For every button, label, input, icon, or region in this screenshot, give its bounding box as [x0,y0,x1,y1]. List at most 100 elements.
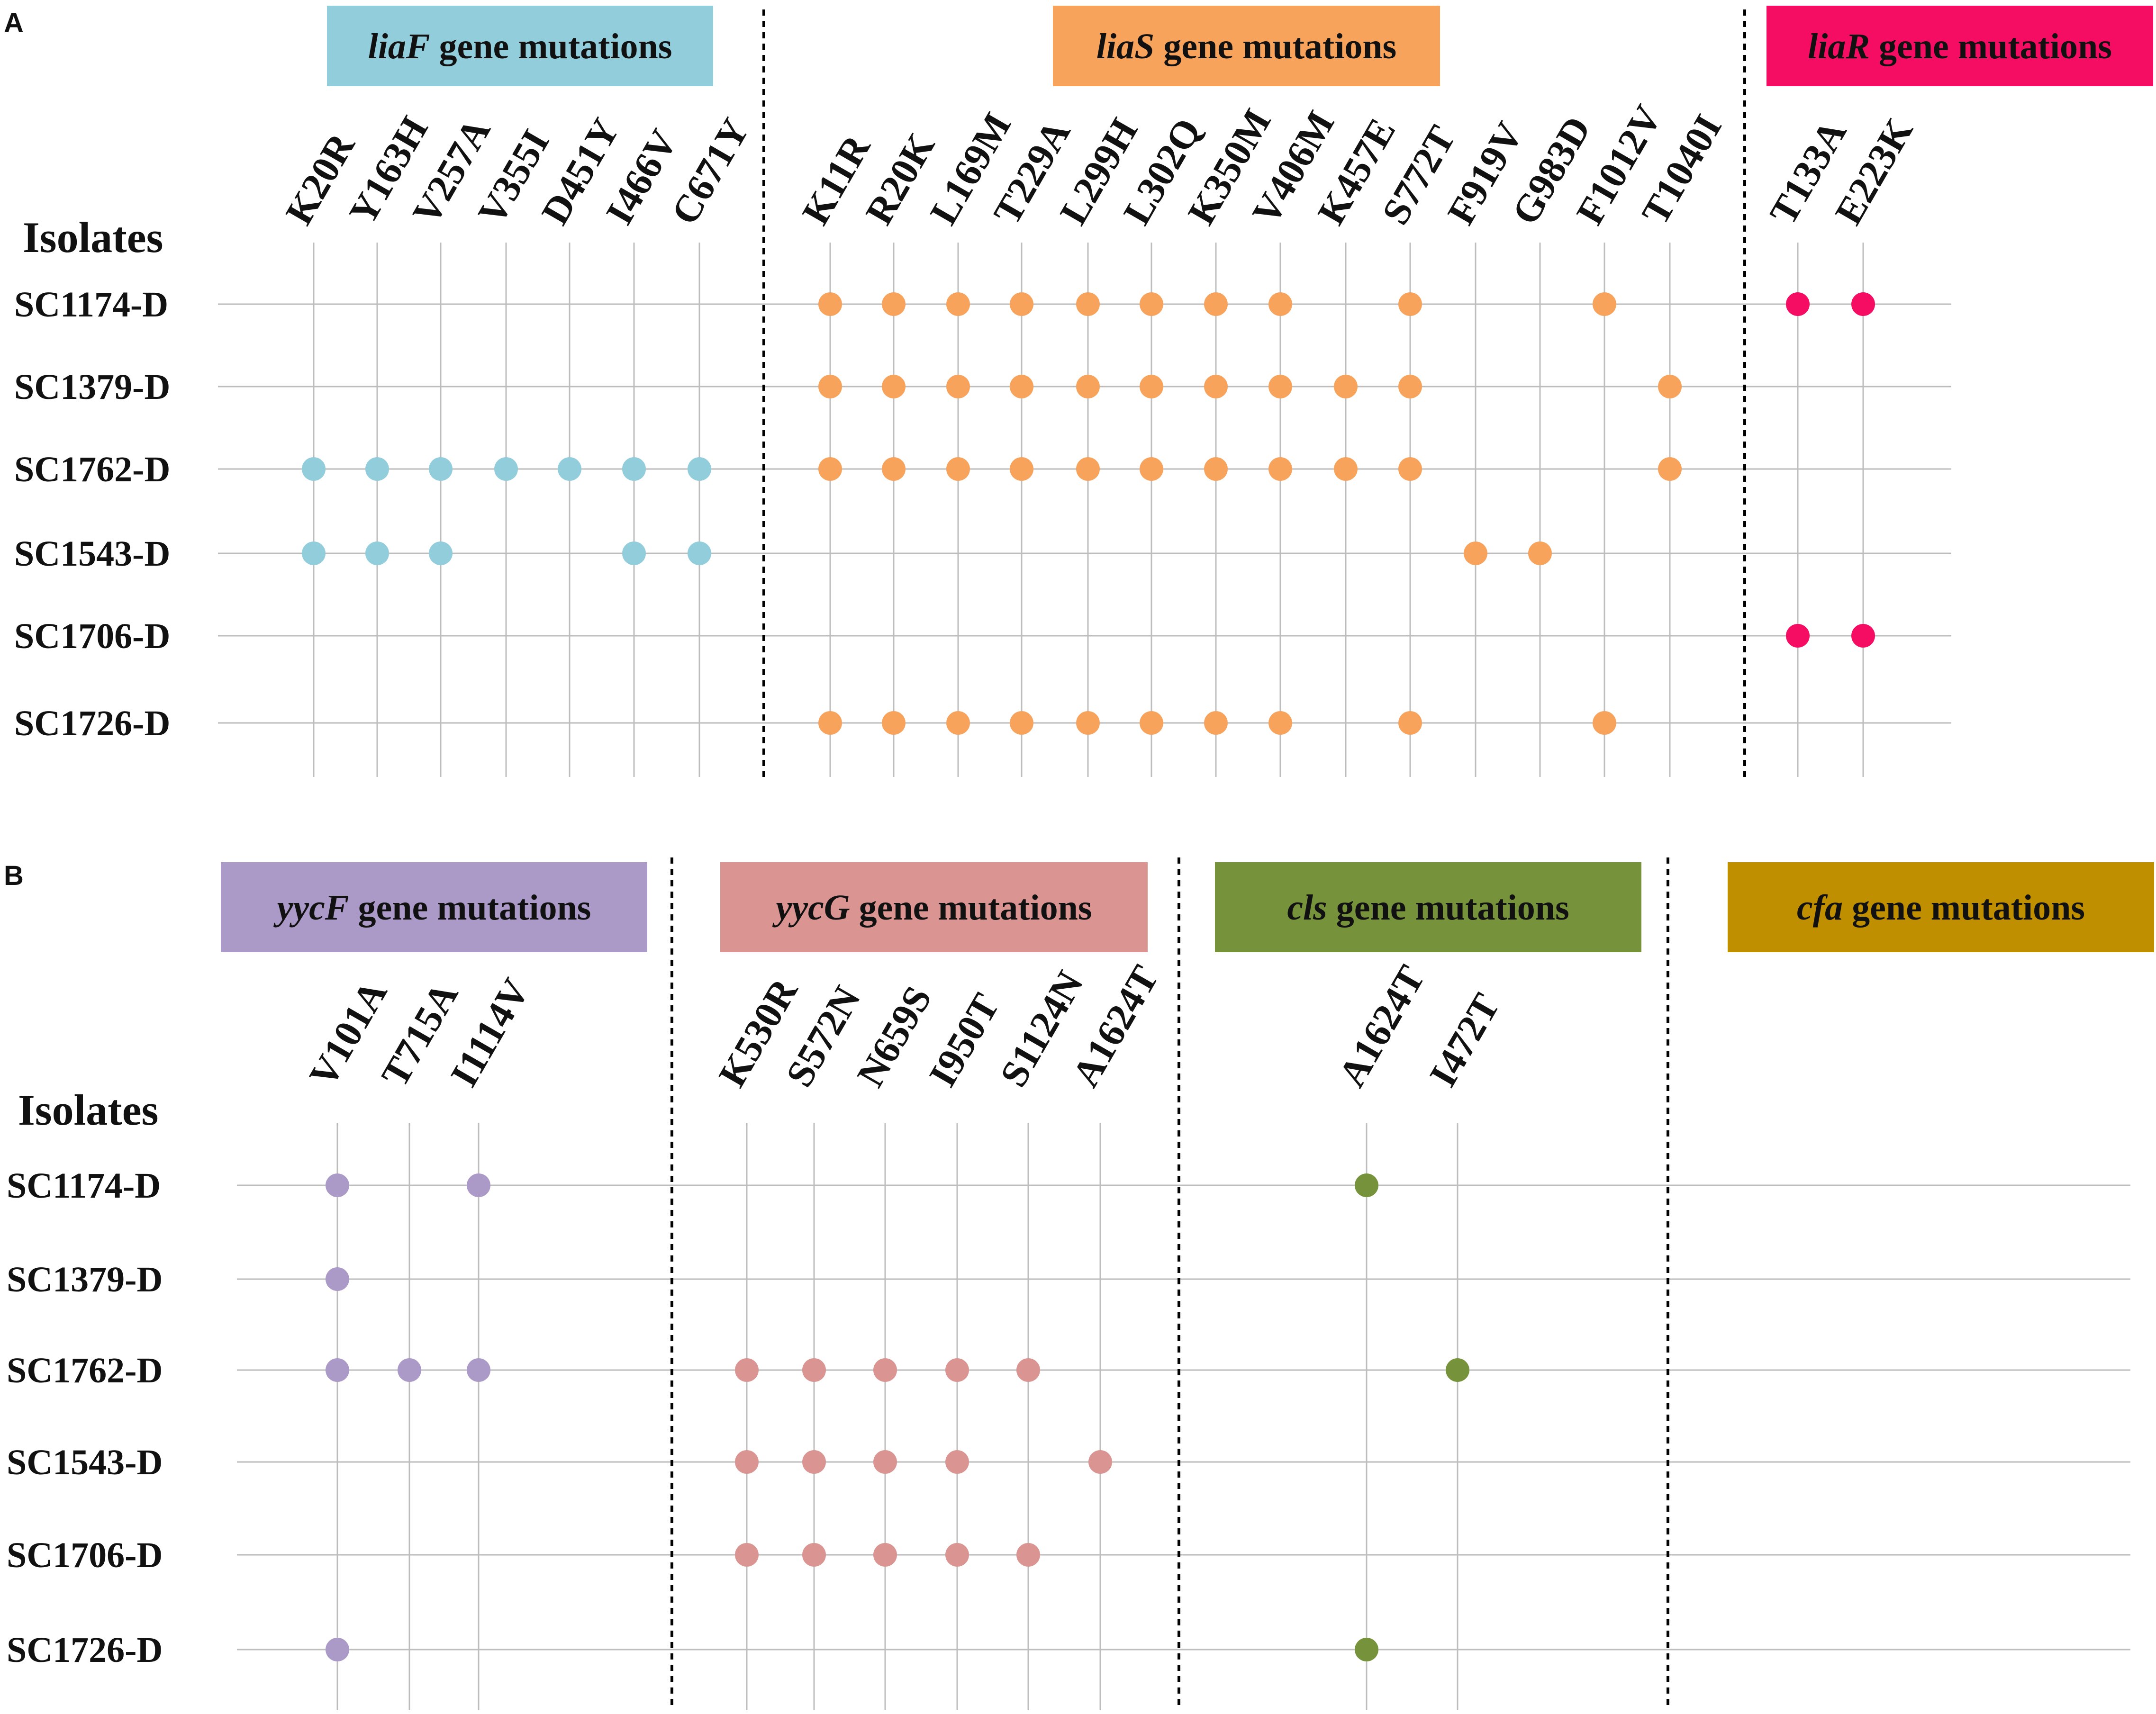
gene-header-box [1053,6,1440,86]
mutation-dot [467,1358,490,1382]
isolate-label: SC1726-D [14,704,170,743]
isolates-title: Isolates [23,213,163,262]
isolate-label: SC1379-D [14,367,170,407]
panel-A: A Isolates SC1174-D SC1379-D SC1762-D SC1543-… [4,6,2153,777]
mutation-dot [818,711,842,735]
mutation-dot [802,1543,826,1567]
mutation-dot [1204,457,1228,481]
mutation-dot [1658,457,1682,481]
mutation-dot [1016,1543,1040,1567]
mutation-dot [302,541,326,565]
mutation-dot [1464,541,1487,565]
mutation-label: I472T [1421,986,1508,1094]
mutation-dot [818,375,842,398]
mutation-dot [1398,711,1422,735]
mutation-dot [1010,711,1033,735]
mutation-dot [326,1173,349,1197]
mutation-dot [945,1358,969,1382]
mutation-dot [326,1358,349,1382]
mutation-dot [882,457,906,481]
mutation-dot [1398,375,1422,398]
mutation-dot [1851,292,1875,316]
mutation-dot [882,375,906,398]
gene-group-cfa: cfa gene mutations [1728,862,2154,952]
mutation-dot [467,1173,490,1197]
mutation-dot [1268,375,1292,398]
mutation-dot [1786,624,1810,648]
mutation-dot [1398,292,1422,316]
mutation-dot [622,541,646,565]
mutation-dot [946,375,970,398]
isolate-label: SC1762-D [14,450,170,489]
gene-header-box [327,6,713,86]
mutation-dot [1268,711,1292,735]
mutation-dot [1076,292,1100,316]
mutation-dot [1593,711,1616,735]
mutation-dot [1088,1450,1112,1474]
mutation-dot [735,1543,759,1567]
mutation-dot [1334,457,1358,481]
isolate-label: SC1706-D [14,616,170,656]
isolate-label: SC1379-D [7,1260,163,1299]
mutation-dot [1446,1358,1469,1382]
mutation-dot [1528,541,1552,565]
gene-header-label: yycF gene mutations [273,888,591,928]
mutation-dot [735,1450,759,1474]
mutation-dot [818,292,842,316]
mutation-dot [365,541,389,565]
mutation-dot [1016,1358,1040,1382]
mutation-dot [365,457,389,481]
mutation-dot [1658,375,1682,398]
isolate-label: SC1174-D [7,1166,161,1206]
mutation-dot [818,457,842,481]
mutation-dot [1140,375,1163,398]
mutation-dot [1140,457,1163,481]
mutation-dot [558,457,581,481]
mutation-label: R20K [857,126,943,232]
mutation-dot [1786,292,1810,316]
gene-header-label: cfa gene mutations [1797,888,2085,928]
gene-group-yycG: yycG gene mutationsK530RS572NN659SI950TS… [710,862,1167,1710]
mutation-dot [1204,711,1228,735]
mutation-dot [945,1543,969,1567]
mutation-dot [882,292,906,316]
mutation-dot [1268,457,1292,481]
mutation-dot [1334,375,1358,398]
isolates-title: Isolates [18,1086,158,1134]
mutation-dot [946,457,970,481]
mutation-label: I1114V [442,971,538,1094]
isolate-label: SC1706-D [7,1535,163,1575]
mutation-dot [494,457,518,481]
mutation-dot [873,1450,897,1474]
mutation-dot [302,457,326,481]
mutation-dot [946,292,970,316]
mutation-dot [1076,375,1100,398]
mutation-dot [802,1450,826,1474]
mutation-dot [873,1543,897,1567]
mutation-dot [1355,1638,1378,1661]
gene-header-label: yycG gene mutations [772,888,1092,928]
mutation-dot [1851,624,1875,648]
gene-header-label: liaS gene mutations [1096,27,1396,66]
isolate-label: SC1543-D [7,1443,163,1482]
mutation-dot [326,1267,349,1291]
mutation-label: C671Y [663,111,758,232]
mutation-dot [1076,711,1100,735]
mutation-dot [398,1358,421,1382]
panel-B: B Isolates SC1174-D SC1379-D SC1762-D SC1543-… [4,857,2154,1710]
mutation-dot [622,457,646,481]
gene-header-box [1215,862,1641,952]
mutation-dot [873,1358,897,1382]
gene-header-label: cls gene mutations [1287,888,1569,928]
mutation-label: K11R [794,127,879,232]
gene-header-box [1728,862,2154,952]
gene-header-box [1766,6,2153,86]
mutation-dot [1355,1173,1378,1197]
isolate-label: SC1543-D [14,534,170,574]
mutation-label: A1624T [1330,958,1433,1094]
mutation-dot [1204,375,1228,398]
